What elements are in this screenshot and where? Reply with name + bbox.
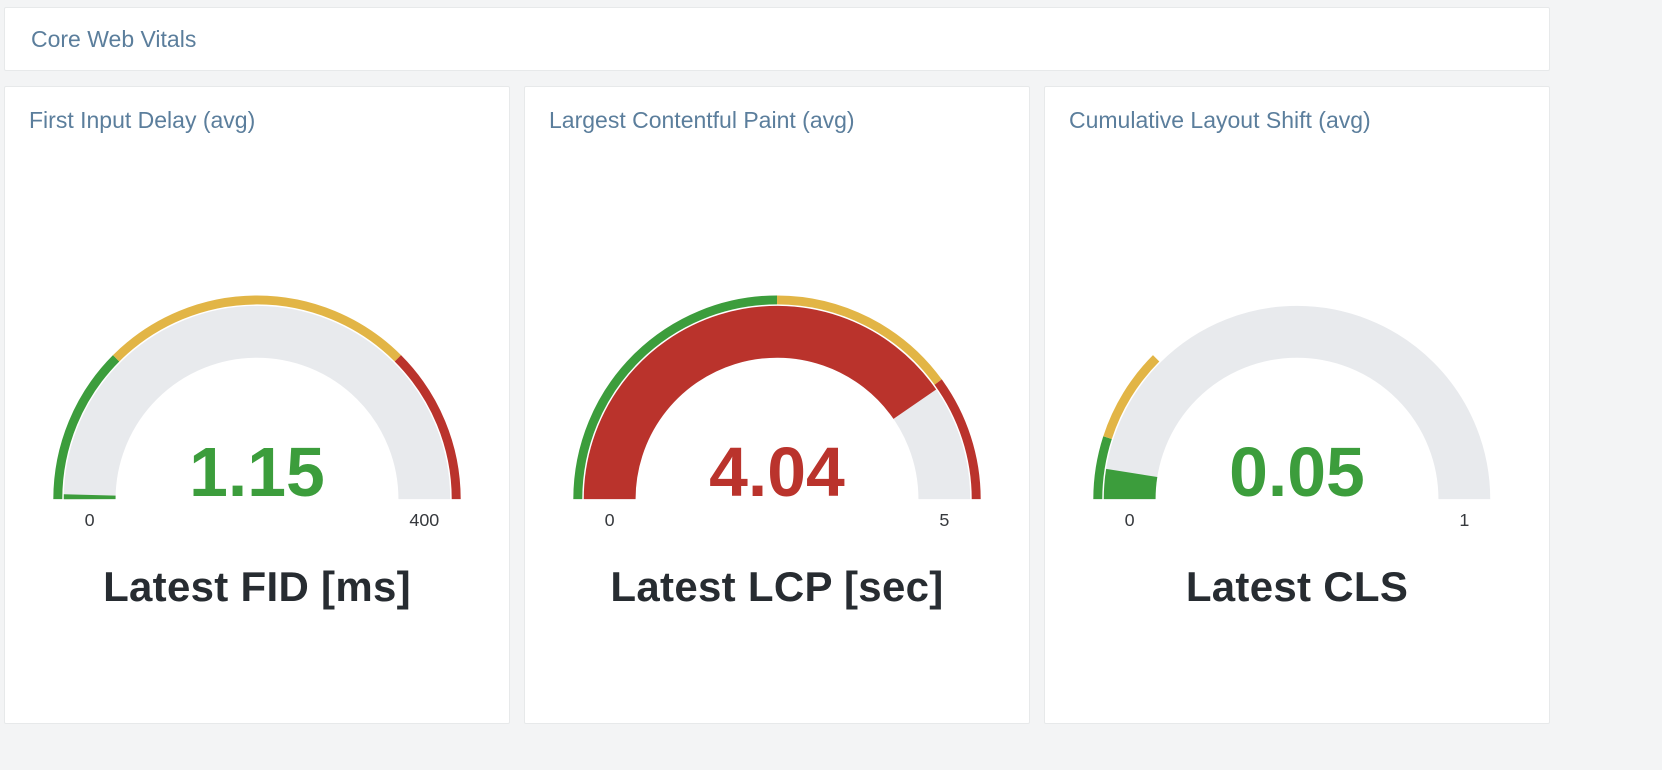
cls-gauge-chart: 0.05 0 1 — [1093, 305, 1491, 530]
fid-gauge-chart: 1.15 0 400 — [53, 295, 461, 530]
gauge-unit-label-fid: Latest FID [ms] — [103, 562, 411, 610]
panel-cumulative-layout-shift: Cumulative Layout Shift (avg) 0.05 0 1 L… — [1044, 86, 1550, 724]
panel-title-lcp[interactable]: Largest Contentful Paint (avg) — [549, 107, 855, 133]
panel-title-fid[interactable]: First Input Delay (avg) — [29, 107, 256, 133]
panel-title-cls[interactable]: Cumulative Layout Shift (avg) — [1069, 107, 1371, 133]
gauge-arcs — [573, 295, 981, 500]
dashboard: Core Web Vitals First Input Delay (avg) … — [4, 7, 1550, 724]
gauge-max-label: 5 — [939, 510, 949, 530]
gauge-arcs — [1093, 305, 1491, 500]
panel-largest-contentful-paint: Largest Contentful Paint (avg) 4.04 0 5 … — [524, 86, 1030, 724]
gauge-max-label: 400 — [409, 510, 439, 530]
gauge-unit-label-cls: Latest CLS — [1185, 562, 1409, 610]
panel-row: First Input Delay (avg) 1.15 0 400 Lates… — [4, 86, 1550, 724]
row-title: Core Web Vitals — [31, 25, 197, 52]
gauge-min-label: 0 — [85, 510, 95, 530]
gauge-value: 4.04 — [709, 433, 845, 511]
gauge-value: 0.05 — [1229, 433, 1365, 511]
panel-first-input-delay: First Input Delay (avg) 1.15 0 400 Lates… — [4, 86, 510, 724]
gauge-min-label: 0 — [1125, 510, 1135, 530]
gauge-max-label: 1 — [1459, 510, 1469, 530]
gauge-unit-label-lcp: Latest LCP [sec] — [610, 562, 944, 610]
gauge-arcs — [53, 295, 461, 500]
gauge-min-label: 0 — [605, 510, 615, 530]
lcp-gauge-chart: 4.04 0 5 — [573, 295, 981, 530]
row-header-core-web-vitals[interactable]: Core Web Vitals — [4, 7, 1550, 71]
gauge-value: 1.15 — [189, 433, 325, 511]
